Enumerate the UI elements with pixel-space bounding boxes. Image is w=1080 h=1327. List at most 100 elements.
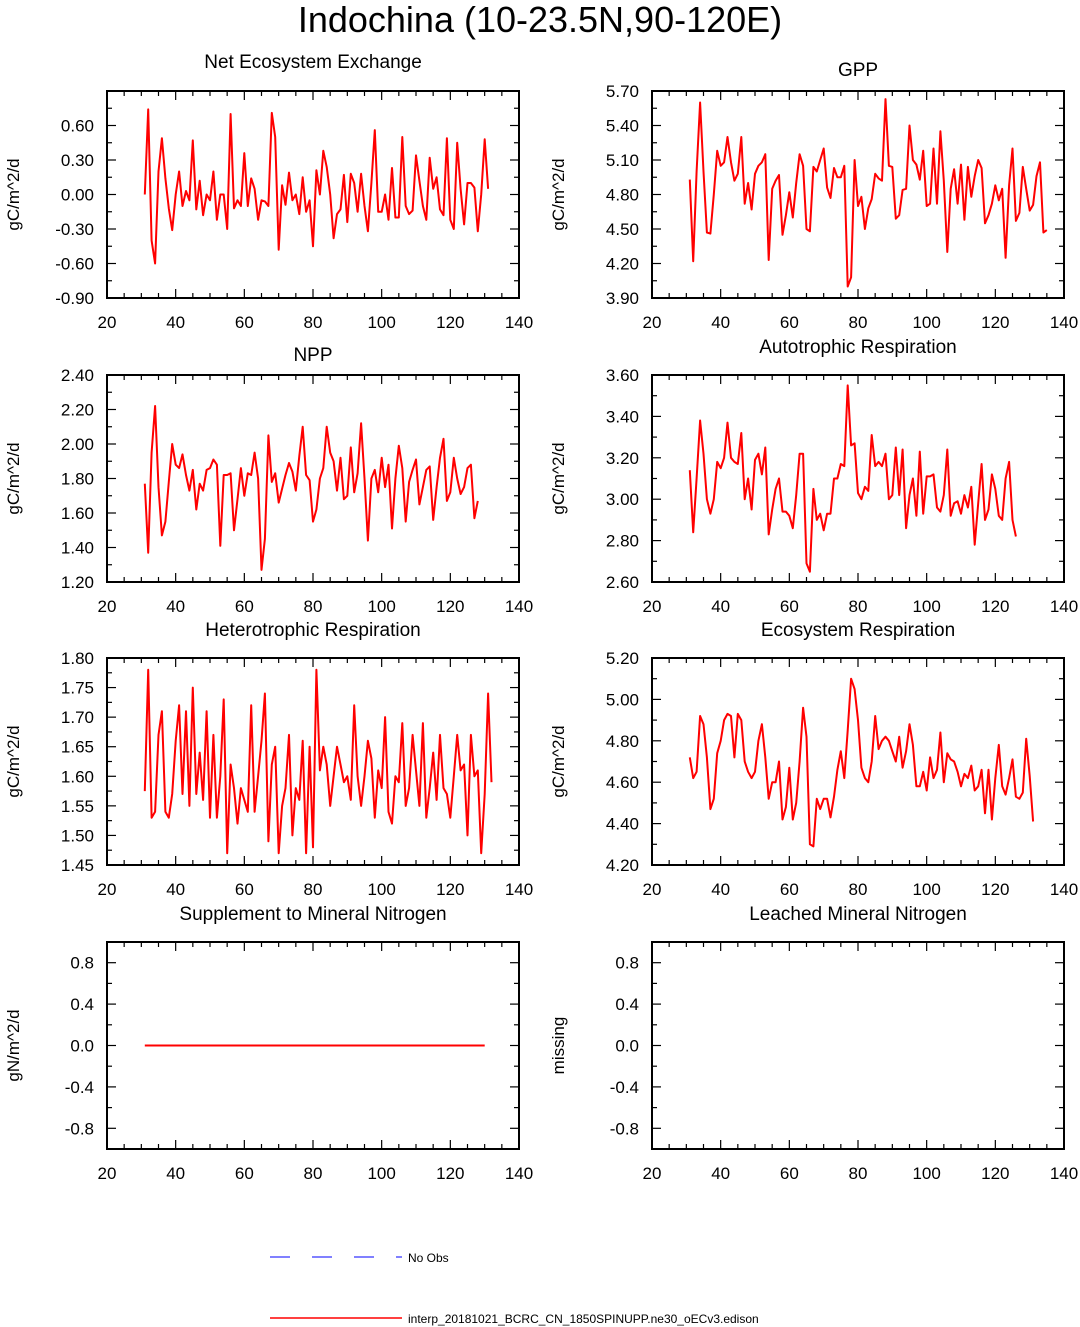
x-tick-label: 100: [912, 597, 940, 616]
series-line: [688, 677, 1035, 848]
x-tick-label: 60: [235, 880, 254, 899]
chart-panel: Net Ecosystem Exchange 20 40 60 80 100 120 140 -…: [4, 52, 533, 332]
x-tick-label: 60: [780, 597, 799, 616]
panel-title: GPP: [838, 60, 878, 81]
y-tick-label: -0.4: [610, 1078, 639, 1097]
x-tick-label: 140: [1050, 1164, 1078, 1183]
legend: No Obs interp_20181021_BCRC_CN_1850SPINUP…: [270, 1251, 759, 1326]
y-tick-label: 4.60: [606, 773, 639, 792]
y-axis-label: gN/m^2/d: [4, 1009, 23, 1081]
x-tick-label: 60: [780, 313, 799, 332]
plot-frame: [106, 90, 520, 299]
x-tick-label: 100: [367, 880, 395, 899]
x-tick-label: 20: [643, 313, 662, 332]
x-tick-label: 80: [849, 313, 868, 332]
x-tick-label: 100: [367, 597, 395, 616]
y-tick-label: 1.65: [61, 738, 94, 757]
x-tick-label: 140: [1050, 313, 1078, 332]
y-tick-label: -0.4: [65, 1078, 94, 1097]
y-tick-label: 0.0: [70, 1037, 94, 1056]
panel-title: Ecosystem Respiration: [761, 620, 955, 641]
x-tick-label: 120: [981, 880, 1009, 899]
y-tick-label: 2.00: [61, 435, 94, 454]
y-tick-label: 3.90: [606, 289, 639, 308]
y-tick-label: 0.0: [615, 1037, 639, 1056]
y-tick-label: 4.20: [606, 255, 639, 274]
y-tick-label: 0.8: [615, 954, 639, 973]
y-tick-label: 3.00: [606, 490, 639, 509]
series-line: [688, 384, 1017, 573]
y-tick-label: 0.8: [70, 954, 94, 973]
x-tick-label: 40: [711, 313, 730, 332]
x-tick-label: 80: [849, 597, 868, 616]
y-axis-label: gC/m^2/d: [549, 158, 568, 230]
y-tick-label: 2.80: [606, 532, 639, 551]
y-tick-label: 0.4: [70, 995, 94, 1014]
y-tick-label: 0.4: [615, 995, 639, 1014]
x-tick-label: 100: [912, 1164, 940, 1183]
y-tick-label: 1.60: [61, 767, 94, 786]
x-tick-label: 60: [780, 880, 799, 899]
y-axis-label: missing: [549, 1017, 568, 1075]
y-tick-label: 5.00: [606, 690, 639, 709]
y-tick-label: -0.60: [55, 255, 94, 274]
y-axis-label: gC/m^2/d: [4, 442, 23, 514]
y-tick-label: 4.80: [606, 732, 639, 751]
chart-panel: NPP 20 40 60 80 100 120 140 1.20 1.40 1.60 1.80 2.00…: [4, 345, 533, 616]
x-tick-label: 40: [711, 597, 730, 616]
y-tick-label: 4.80: [606, 186, 639, 205]
legend-obs-label: No Obs: [408, 1251, 449, 1265]
x-tick-label: 60: [235, 1164, 254, 1183]
x-tick-label: 140: [1050, 880, 1078, 899]
x-tick-label: 20: [643, 597, 662, 616]
y-tick-label: 1.70: [61, 708, 94, 727]
y-tick-label: 1.45: [61, 856, 94, 875]
x-tick-label: 120: [436, 880, 464, 899]
x-tick-label: 20: [98, 313, 117, 332]
panel-title: Heterotrophic Respiration: [205, 620, 420, 641]
x-tick-label: 120: [436, 597, 464, 616]
y-axis-label: gC/m^2/d: [4, 725, 23, 797]
y-tick-label: 5.40: [606, 117, 639, 136]
x-tick-label: 120: [981, 313, 1009, 332]
x-tick-label: 60: [235, 597, 254, 616]
y-tick-label: 1.55: [61, 797, 94, 816]
y-tick-label: 0.30: [61, 151, 94, 170]
x-tick-label: 40: [166, 880, 185, 899]
plot-frame: [651, 657, 1065, 866]
x-tick-label: 20: [98, 1164, 117, 1183]
y-tick-label: 2.40: [61, 366, 94, 385]
chart-panel: Supplement to Mineral Nitrogen 20 40 60 80 10…: [4, 904, 533, 1183]
chart-panel: GPP 20 40 60 80 100 120 140 3.90 4.20 4.50 4.80 5.10…: [549, 60, 1078, 332]
x-tick-label: 40: [711, 1164, 730, 1183]
chart-panel: Leached Mineral Nitrogen 20 40 60 80 100 120 14…: [549, 904, 1078, 1183]
y-tick-label: 3.40: [606, 407, 639, 426]
y-tick-label: 4.50: [606, 220, 639, 239]
x-tick-label: 140: [505, 880, 533, 899]
y-tick-label: 1.60: [61, 504, 94, 523]
x-tick-label: 120: [436, 313, 464, 332]
y-tick-label: 1.40: [61, 539, 94, 558]
x-tick-label: 120: [436, 1164, 464, 1183]
x-tick-label: 140: [505, 313, 533, 332]
x-tick-label: 80: [304, 1164, 323, 1183]
x-tick-label: 40: [166, 313, 185, 332]
x-tick-label: 60: [235, 313, 254, 332]
y-axis-label: gC/m^2/d: [549, 725, 568, 797]
y-tick-label: 5.20: [606, 649, 639, 668]
y-tick-label: -0.90: [55, 289, 94, 308]
y-tick-label: 1.20: [61, 573, 94, 592]
series-line: [143, 108, 490, 265]
x-tick-label: 80: [849, 1164, 868, 1183]
x-tick-label: 60: [780, 1164, 799, 1183]
x-tick-label: 140: [505, 1164, 533, 1183]
panel-title: Net Ecosystem Exchange: [204, 52, 422, 73]
y-tick-label: 4.40: [606, 815, 639, 834]
chart-panel: Autotrophic Respiration 20 40 60 80 100 120 140…: [549, 337, 1078, 616]
chart-panel: Ecosystem Respiration 20 40 60 80 100 120 140 4.…: [549, 620, 1078, 899]
series-line: [688, 98, 1048, 288]
y-axis-label: gC/m^2/d: [4, 158, 23, 230]
y-tick-label: 1.80: [61, 649, 94, 668]
panel-title: Autotrophic Respiration: [759, 337, 957, 358]
